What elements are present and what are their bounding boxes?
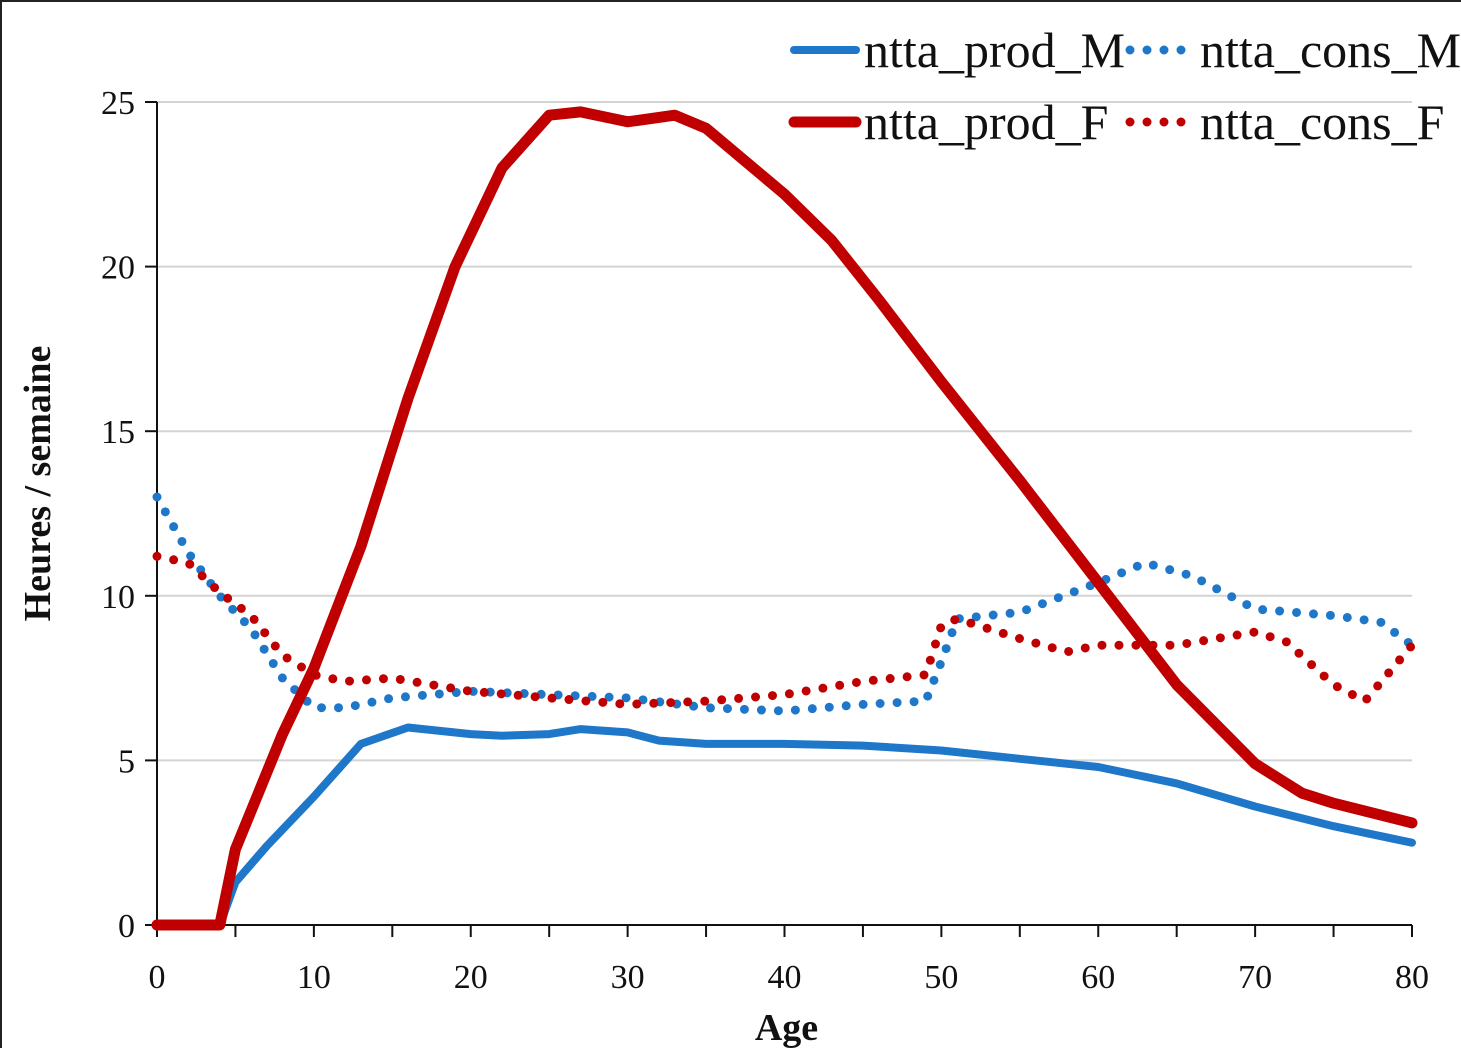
x-tick-label: 50 [924, 959, 958, 996]
x-axis-label: Age [755, 1007, 818, 1049]
x-tick-label: 80 [1395, 959, 1429, 996]
y-axis-label: Heures / semaine [17, 346, 59, 622]
legend-label: ntta_cons_F [1200, 94, 1444, 150]
legend: ntta_prod_M ntta_cons_M ntta_prod_F ntta_co… [788, 22, 1461, 150]
y-tick-label: 20 [101, 250, 135, 287]
x-tick-label: 60 [1081, 959, 1115, 996]
y-tick-label: 10 [101, 579, 135, 616]
series-line-ntta-prod-M [153, 723, 1416, 929]
axes: 0 5 10 15 20 25 0 10 20 30 40 50 60 70 80 [101, 85, 1429, 996]
legend-label: ntta_prod_M [864, 22, 1125, 78]
x-tick-label: 70 [1238, 959, 1272, 996]
x-tick-label: 40 [768, 959, 802, 996]
legend-label: ntta_cons_M [1200, 22, 1461, 78]
series-lines [151, 106, 1418, 931]
x-tick-label: 10 [297, 959, 331, 996]
y-tick-label: 15 [101, 414, 135, 451]
series-line-ntta-cons-F [152, 551, 1417, 709]
gridlines [157, 101, 1412, 762]
y-tick-label: 25 [101, 85, 135, 122]
x-tick-label: 20 [454, 959, 488, 996]
x-tick-label: 30 [611, 959, 645, 996]
series-line-ntta-cons-M [152, 492, 1417, 716]
legend-label: ntta_prod_F [864, 94, 1108, 150]
y-tick-label: 0 [118, 908, 135, 945]
y-tick-label: 5 [118, 743, 135, 780]
x-tick-label: 0 [149, 959, 166, 996]
series-line-ntta-prod-F [151, 106, 1418, 931]
